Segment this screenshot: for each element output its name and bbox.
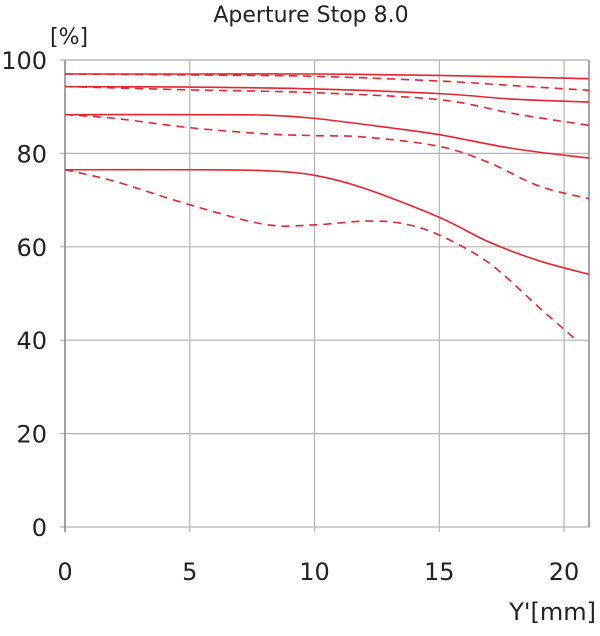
mtf-series-solid-2 — [64, 85, 590, 103]
y-tick-label: 20 — [16, 421, 47, 449]
chart-title: Aperture Stop 8.0 — [213, 3, 408, 28]
mtf-series-dashed-3 — [64, 85, 590, 127]
mtf-series-solid-4 — [64, 113, 590, 159]
mtf-series-dashed-1 — [64, 73, 590, 92]
mtf-series-dashed-7 — [64, 168, 578, 341]
mtf-series-dashed-5 — [64, 113, 590, 200]
y-tick-label: 60 — [16, 234, 47, 262]
mtf-series-solid-0 — [64, 73, 590, 80]
x-tick-label: 20 — [549, 558, 580, 586]
y-tick-label: 100 — [1, 47, 47, 75]
y-axis-label: [%] — [50, 25, 88, 50]
y-tick-label: 40 — [16, 327, 47, 355]
mtf-series-solid-6 — [64, 168, 590, 276]
x-axis-label: Y'[mm] — [508, 598, 596, 626]
x-tick-label: 10 — [299, 558, 330, 586]
y-tick-label: 80 — [16, 140, 47, 168]
x-tick-label: 0 — [57, 558, 72, 586]
x-tick-label: 5 — [182, 558, 197, 586]
x-tick-label: 15 — [424, 558, 455, 586]
y-tick-label: 0 — [32, 514, 47, 542]
